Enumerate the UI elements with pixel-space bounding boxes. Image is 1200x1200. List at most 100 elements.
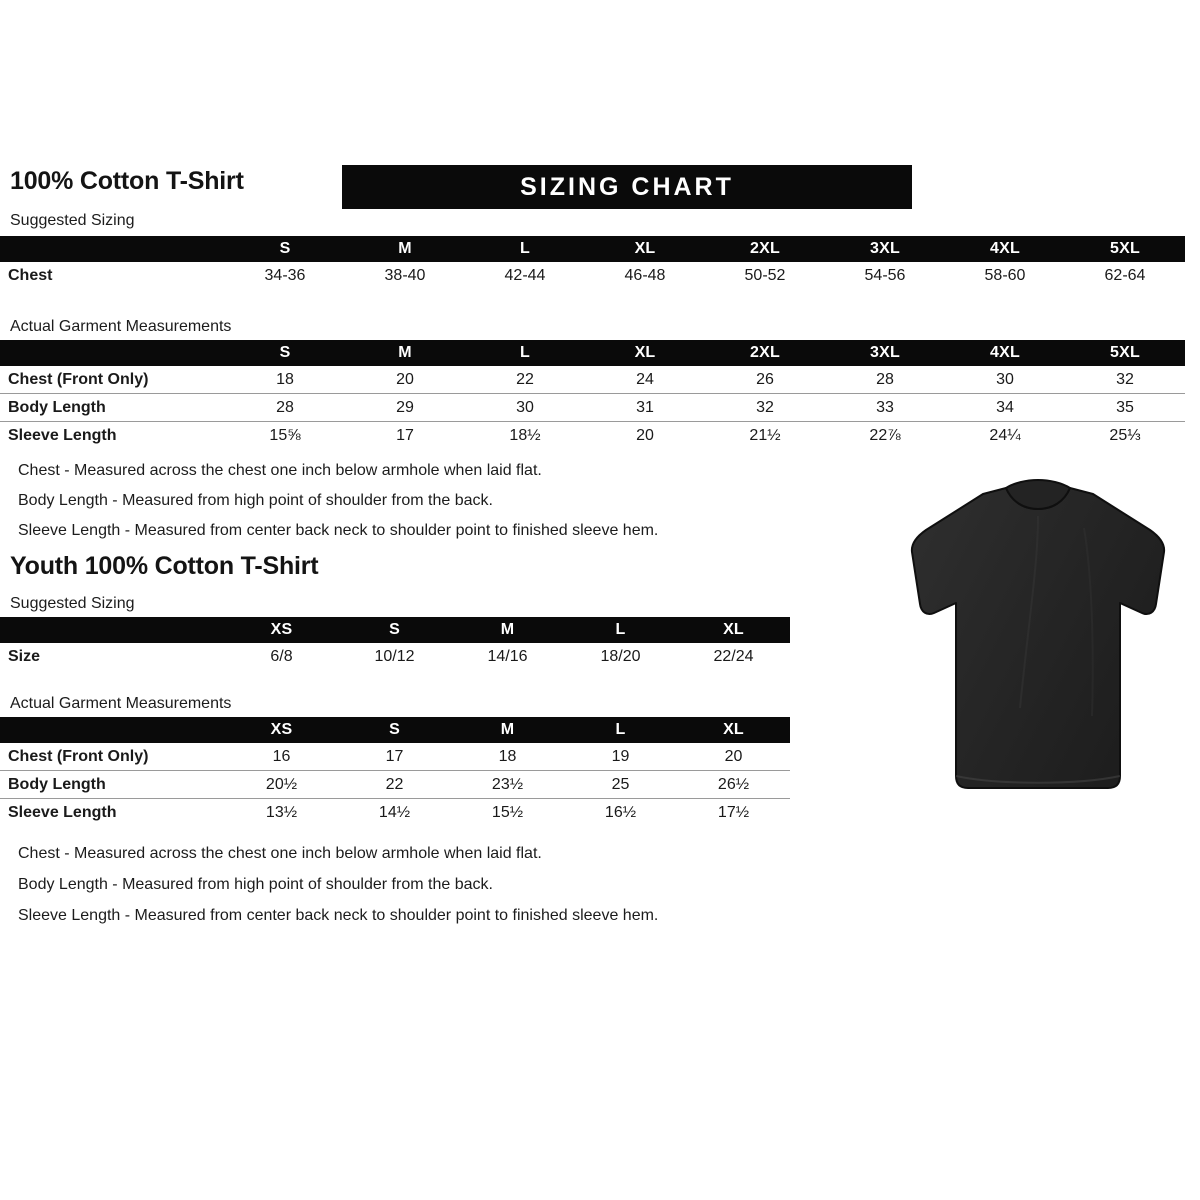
cell-size-m: 14/16: [451, 643, 564, 670]
youth-suggested-sizing-label: Suggested Sizing: [10, 595, 135, 612]
column-header-5xl: 5XL: [1065, 236, 1185, 262]
adult-actual-measurements-table: S M L XL 2XL 3XL 4XL 5XL Chest (Front On…: [0, 340, 1185, 449]
cell-chestfront-l: 22: [465, 366, 585, 394]
column-header-4xl: 4XL: [945, 340, 1065, 366]
cell-chest-l: 42-44: [465, 262, 585, 289]
column-header-s: S: [225, 236, 345, 262]
cell-bodylength-4xl: 34: [945, 393, 1065, 422]
adult-suggested-sizing-label: Suggested Sizing: [10, 212, 135, 229]
cell-size-l: 18/20: [564, 643, 677, 670]
column-header-3xl: 3XL: [825, 236, 945, 262]
table-row: Size 6/8 10/12 14/16 18/20 22/24: [0, 643, 790, 670]
column-header-xs: XS: [225, 717, 338, 743]
table-row: Chest (Front Only) 16 17 18 19 20: [0, 743, 790, 771]
youth-section-title: Youth 100% Cotton T-Shirt: [10, 552, 319, 580]
cell-chest-2xl: 50-52: [705, 262, 825, 289]
tshirt-icon: [910, 479, 1166, 789]
cell-sleevelength-2xl: 21½: [705, 421, 825, 449]
cell-bodylength-5xl: 35: [1065, 393, 1185, 422]
cell-bodylength-s: 22: [338, 770, 451, 799]
row-label-body-length: Body Length: [0, 770, 225, 799]
row-label-chest-front-only: Chest (Front Only): [0, 743, 225, 771]
cell-bodylength-xl: 26½: [677, 770, 790, 799]
table-row: Body Length 28 29 30 31 32 33 34 35: [0, 393, 1185, 422]
youth-note-sleeve: Sleeve Length - Measured from center bac…: [18, 907, 659, 924]
cell-bodylength-l: 30: [465, 393, 585, 422]
adult-note-chest: Chest - Measured across the chest one in…: [18, 462, 542, 479]
cell-chestfront-l: 19: [564, 743, 677, 771]
tshirt-illustration: [888, 476, 1188, 806]
cell-chest-m: 38-40: [345, 262, 465, 289]
cell-chestfront-m: 18: [451, 743, 564, 771]
row-label-chest: Chest: [0, 262, 225, 289]
sizing-chart-banner-label: SIZING CHART: [520, 172, 734, 201]
cell-chest-xl: 46-48: [585, 262, 705, 289]
cell-sleevelength-xl: 17½: [677, 798, 790, 826]
adult-note-sleeve: Sleeve Length - Measured from center bac…: [18, 522, 659, 539]
column-header-s: S: [338, 617, 451, 643]
cell-bodylength-3xl: 33: [825, 393, 945, 422]
adult-title-row: 100% Cotton T-Shirt SIZING CHART: [10, 165, 1190, 211]
cell-sleevelength-s: 14½: [338, 798, 451, 826]
column-header-rowlabel: [0, 717, 225, 743]
column-header-xl: XL: [677, 617, 790, 643]
cell-sleevelength-xl: 20: [585, 421, 705, 449]
sizing-chart-banner: SIZING CHART: [342, 165, 912, 209]
youth-measurement-notes: Chest - Measured across the chest one in…: [18, 845, 658, 925]
cell-chestfront-xl: 20: [677, 743, 790, 771]
cell-sleevelength-l: 16½: [564, 798, 677, 826]
cell-bodylength-xs: 20½: [225, 770, 338, 799]
cell-chestfront-4xl: 30: [945, 366, 1065, 394]
row-label-chest-front-only: Chest (Front Only): [0, 366, 225, 394]
column-header-m: M: [451, 617, 564, 643]
column-header-l: L: [564, 617, 677, 643]
cell-chest-4xl: 58-60: [945, 262, 1065, 289]
table-row: Chest 34-36 38-40 42-44 46-48 50-52 54-5…: [0, 262, 1185, 289]
cell-chest-3xl: 54-56: [825, 262, 945, 289]
adult-actual-measurements-label: Actual Garment Measurements: [10, 318, 232, 335]
cell-sleevelength-5xl: 25⅓: [1065, 421, 1185, 449]
cell-sleevelength-m: 17: [345, 421, 465, 449]
cell-chestfront-s: 18: [225, 366, 345, 394]
column-header-2xl: 2XL: [705, 236, 825, 262]
cell-chestfront-2xl: 26: [705, 366, 825, 394]
column-header-s: S: [338, 717, 451, 743]
column-header-rowlabel: [0, 617, 225, 643]
column-header-m: M: [345, 236, 465, 262]
column-header-2xl: 2XL: [705, 340, 825, 366]
cell-bodylength-m: 29: [345, 393, 465, 422]
table-row: Body Length 20½ 22 23½ 25 26½: [0, 770, 790, 799]
cell-chestfront-3xl: 28: [825, 366, 945, 394]
cell-sleevelength-m: 15½: [451, 798, 564, 826]
table-header-row: XS S M L XL: [0, 617, 790, 643]
column-header-rowlabel: [0, 340, 225, 366]
column-header-l: L: [465, 236, 585, 262]
column-header-l: L: [465, 340, 585, 366]
column-header-l: L: [564, 717, 677, 743]
row-label-sleeve-length: Sleeve Length: [0, 798, 225, 826]
table-header-row: XS S M L XL: [0, 717, 790, 743]
cell-chestfront-xl: 24: [585, 366, 705, 394]
youth-note-chest: Chest - Measured across the chest one in…: [18, 845, 542, 862]
adult-measurement-notes: Chest - Measured across the chest one in…: [18, 462, 658, 540]
cell-sleevelength-4xl: 24¼: [945, 421, 1065, 449]
column-header-5xl: 5XL: [1065, 340, 1185, 366]
cell-sleevelength-xs: 13½: [225, 798, 338, 826]
cell-chestfront-s: 17: [338, 743, 451, 771]
table-row: Sleeve Length 13½ 14½ 15½ 16½ 17½: [0, 798, 790, 826]
cell-bodylength-s: 28: [225, 393, 345, 422]
table-header-row: S M L XL 2XL 3XL 4XL 5XL: [0, 236, 1185, 262]
cell-sleevelength-3xl: 22⅞: [825, 421, 945, 449]
cell-bodylength-xl: 31: [585, 393, 705, 422]
cell-sleevelength-l: 18½: [465, 421, 585, 449]
youth-suggested-sizing-table: XS S M L XL Size 6/8 10/12 14/16 18/20 2…: [0, 617, 790, 670]
cell-size-xl: 22/24: [677, 643, 790, 670]
row-label-size: Size: [0, 643, 225, 670]
cell-chest-5xl: 62-64: [1065, 262, 1185, 289]
table-row: Chest (Front Only) 18 20 22 24 26 28 30 …: [0, 366, 1185, 394]
column-header-xl: XL: [585, 236, 705, 262]
cell-size-s: 10/12: [338, 643, 451, 670]
cell-chestfront-xs: 16: [225, 743, 338, 771]
cell-sleevelength-s: 15⅝: [225, 421, 345, 449]
